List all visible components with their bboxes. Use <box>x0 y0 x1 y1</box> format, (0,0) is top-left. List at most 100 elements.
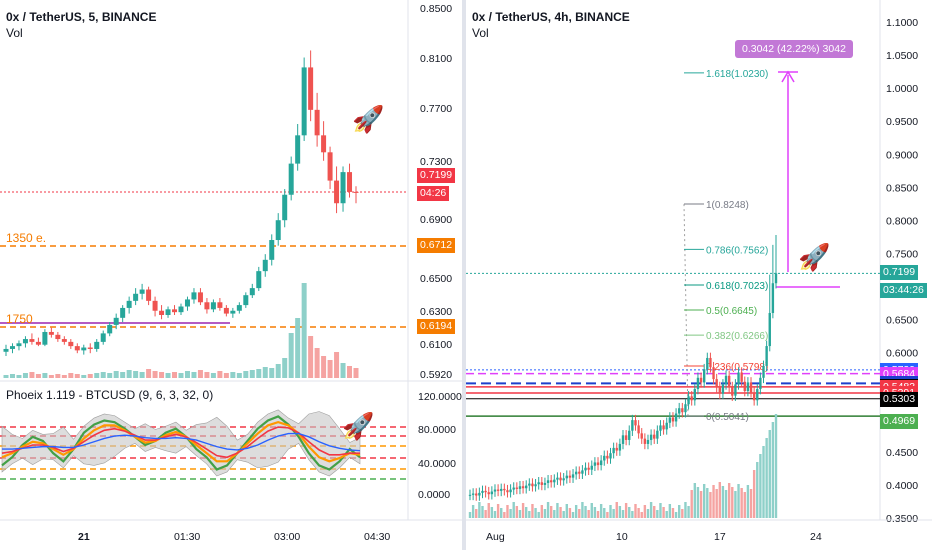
left-last-price-tag: 0.7199 <box>417 168 456 183</box>
fib-level-label: 0.618(0.7023) <box>706 281 768 292</box>
volume-bar <box>314 348 320 378</box>
volume-bar <box>537 512 540 518</box>
candle-body <box>659 425 662 431</box>
price-level-tag: 0.4969 <box>880 413 919 429</box>
volume-bar <box>87 374 93 378</box>
candle-body <box>634 420 637 426</box>
volume-bar <box>599 504 603 518</box>
volume-bar <box>521 503 525 518</box>
candle-body <box>243 295 249 306</box>
volume-bar <box>515 506 519 518</box>
candle-body <box>262 259 268 272</box>
candle-body <box>295 135 301 164</box>
candle-body <box>120 307 126 318</box>
candle-body <box>653 434 656 439</box>
left-vol-label: Vol <box>6 26 23 40</box>
candle-body <box>16 343 22 347</box>
candle-body <box>746 382 750 392</box>
candle-body <box>718 387 721 394</box>
candle-body <box>631 420 634 431</box>
candle-body <box>490 491 494 495</box>
candle-body <box>599 460 603 466</box>
volume-bar <box>640 512 643 518</box>
pane-divider[interactable] <box>462 0 466 550</box>
volume-bar <box>269 368 275 378</box>
candle-body <box>765 346 768 366</box>
candle-body <box>22 339 28 344</box>
volume-bar <box>549 506 553 518</box>
rocket-icon: 🚀 <box>342 411 375 441</box>
volume-bar <box>724 490 728 518</box>
volume-bar <box>587 510 590 518</box>
volume-bar <box>612 509 615 518</box>
volume-bar <box>743 492 746 518</box>
candle-body <box>643 438 647 444</box>
candle-body <box>308 67 314 110</box>
candle-body <box>282 194 288 221</box>
candle-body <box>275 220 281 241</box>
osc-tick-label: 80.0000 <box>418 424 456 436</box>
candle-body <box>210 302 216 310</box>
volume-bar <box>503 512 506 518</box>
candle-body <box>152 300 158 311</box>
price-tick-label: 0.4500 <box>886 447 918 459</box>
candle-body <box>724 375 728 385</box>
candle-body <box>493 489 497 492</box>
volume-bar <box>746 485 750 518</box>
volume-bar <box>749 489 753 518</box>
volume-bar <box>159 372 165 378</box>
candle-body <box>684 404 687 413</box>
price-tick-label: 0.7300 <box>420 156 452 168</box>
right-countdown-tag: 03:44:26 <box>880 283 927 298</box>
volume-bar <box>301 283 307 378</box>
candle-body <box>353 191 359 193</box>
volume-bar <box>282 358 288 378</box>
candle-body <box>87 347 93 349</box>
volume-bar <box>603 508 606 518</box>
candle-body <box>3 348 9 352</box>
volume-bar <box>727 483 731 518</box>
right-vol-label: Vol <box>472 26 489 40</box>
volume-bar <box>696 487 700 518</box>
candle-body <box>546 480 550 483</box>
candle-body <box>269 240 275 260</box>
candle-body <box>288 163 294 195</box>
volume-bar <box>475 509 478 518</box>
candle-body <box>571 474 575 478</box>
candle-body <box>217 302 223 308</box>
volume-bar <box>665 511 668 518</box>
volume-bar <box>628 507 631 518</box>
volume-bar <box>668 504 672 518</box>
candle-body <box>699 377 703 383</box>
osc-line-blue <box>2 432 361 452</box>
left-chart[interactable]: 0.8500 0.8100 0.7700 0.7300 0.6900 0.6500 0.63… <box>0 0 462 550</box>
price-tick-label: 0.8000 <box>886 215 918 227</box>
volume-bar <box>734 491 737 518</box>
candle-body <box>565 475 568 479</box>
fib-level-label: 1.618(1.0230) <box>706 69 768 80</box>
right-chart[interactable]: 1.1000 1.0500 1.0000 0.9500 0.9000 0.8500 0.80… <box>466 0 932 550</box>
volume-bar <box>609 505 612 518</box>
volume-bar <box>308 336 314 378</box>
candle-body <box>525 485 528 489</box>
volume-bar <box>578 509 581 518</box>
volume-bar <box>759 454 762 518</box>
fib-level-label: 1(0.8248) <box>706 200 749 211</box>
measure-label: 0.3042 (42.22%) 3042 <box>735 40 853 58</box>
left-chart-title: 0x / TetherUS, 5, BINANCE <box>6 10 157 24</box>
candle-body <box>100 333 106 342</box>
candle-body <box>749 382 753 393</box>
volume-bar <box>690 490 693 518</box>
volume-bar <box>223 373 229 378</box>
volume-bar <box>236 373 242 378</box>
volume-bar <box>756 462 759 518</box>
volume-bar <box>565 504 568 518</box>
fib-level-label: 0.786(0.7562) <box>706 245 768 256</box>
candle-body <box>81 347 87 351</box>
candle-body <box>35 341 41 345</box>
candle-body <box>481 490 484 493</box>
candle-body <box>48 331 54 335</box>
candle-body <box>94 341 100 349</box>
candle-body <box>146 289 152 301</box>
candle-body <box>537 482 540 485</box>
